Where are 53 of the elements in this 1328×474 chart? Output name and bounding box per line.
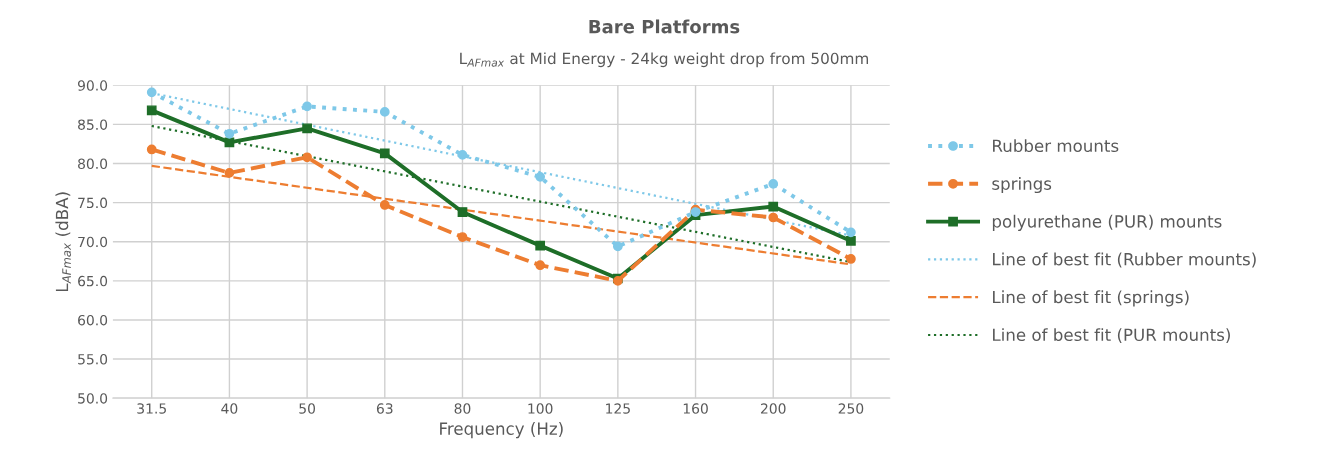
x-tick-label: 125: [606, 403, 630, 414]
point: [846, 254, 856, 264]
point: [535, 171, 546, 182]
point: [379, 148, 390, 159]
y-tick-label: 90.0: [77, 80, 108, 91]
point: [457, 232, 468, 242]
legend-label: polyurethane (PUR) mounts: [992, 214, 1222, 231]
legend-label: Line of best fit (springs): [993, 290, 1189, 307]
legend-label: Line of best fit (Rubber mounts): [993, 252, 1256, 268]
x-axis-title: Frequency (Hz): [440, 422, 563, 439]
x-tick-label: 200: [760, 403, 786, 414]
point: [612, 241, 623, 252]
x-tick-label: 100: [528, 403, 553, 414]
point: [457, 207, 468, 217]
point: [302, 152, 312, 163]
x-tick-label: 80: [454, 403, 471, 414]
point: [535, 240, 546, 251]
legend-label: Rubber mounts: [993, 139, 1119, 153]
x-tick-label: 63: [376, 403, 393, 414]
y-tick-label: 65.0: [78, 275, 108, 287]
x-tick-label: 50: [299, 403, 316, 414]
y-tick-label: 70.0: [78, 236, 108, 248]
point: [768, 212, 779, 223]
y-tick-label: 80.0: [78, 158, 108, 169]
point: [302, 101, 312, 112]
point: [146, 87, 157, 98]
legend-label: Line of best fit (PUR mounts): [993, 328, 1230, 344]
y-tick-label: 50.0: [78, 393, 108, 404]
y-tick-label: 55.0: [78, 354, 108, 365]
point: [379, 200, 390, 210]
point: [302, 123, 312, 134]
point: [379, 107, 390, 117]
chart-subtitle: L$_{AFmax}$ at Mid Energy - 24kg weight drop from 500mm: [460, 52, 868, 68]
point: [846, 236, 856, 246]
y-axis-title: L$_{AFmax}$ (dBA): [55, 192, 71, 292]
x-tick-label: 160: [683, 403, 708, 414]
point: [768, 179, 779, 189]
point: [768, 201, 779, 212]
legend-label: springs: [992, 176, 1052, 194]
point: [846, 227, 856, 238]
y-tick-label: 85.0: [78, 119, 108, 130]
x-tick-label: 31.5: [137, 403, 166, 414]
point: [224, 168, 235, 178]
x-tick-label: 40: [221, 403, 238, 414]
point: [457, 150, 468, 160]
point: [146, 105, 157, 116]
y-tick-label: 60.0: [78, 314, 108, 326]
chart-title: Bare Platforms: [589, 19, 740, 34]
x-tick-label: 250: [838, 403, 864, 414]
point: [146, 144, 157, 155]
y-tick-label: 75.0: [78, 197, 108, 209]
point: [224, 128, 235, 139]
point: [535, 260, 546, 271]
